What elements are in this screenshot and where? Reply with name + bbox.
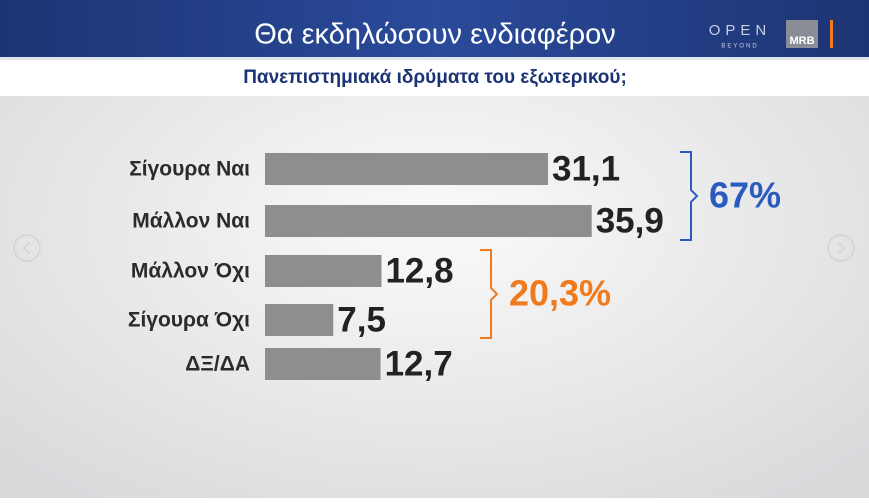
plot: Σίγουρα Ναι 31,1 Μάλλον Ναι 35,9 Μάλλον Όχι 1… xyxy=(128,149,781,383)
pollster-logo: MRB xyxy=(789,35,814,47)
bar xyxy=(265,348,381,380)
category-label: Σίγουρα Όχι xyxy=(128,309,250,332)
bar xyxy=(265,205,592,237)
category-label: Σίγουρα Ναι xyxy=(129,158,250,181)
chart-title: Θα εκδηλώσουν ενδιαφέρον xyxy=(254,19,616,51)
logo-accent xyxy=(830,20,833,48)
chart-subtitle: Πανεπιστημιακά ιδρύματα του εξωτερικού; xyxy=(243,67,627,88)
prev-button[interactable] xyxy=(13,234,41,262)
pollster-box xyxy=(786,20,818,48)
bracket xyxy=(480,249,499,339)
bar xyxy=(265,153,549,185)
bar xyxy=(265,255,382,287)
header-line xyxy=(0,57,869,60)
group-total: 67% xyxy=(709,175,781,216)
value-label: 7,5 xyxy=(337,300,386,339)
group-total: 20,3% xyxy=(509,273,611,314)
value-label: 12,7 xyxy=(385,344,453,383)
channel-logo: OPEN xyxy=(709,22,772,39)
category-label: Μάλλον Ναι xyxy=(132,210,250,233)
category-label: ΔΞ/ΔΑ xyxy=(185,353,250,376)
subtitle-band xyxy=(0,60,869,96)
bar xyxy=(265,304,334,336)
category-label: Μάλλον Όχι xyxy=(131,260,250,283)
bracket xyxy=(680,151,699,241)
next-button[interactable] xyxy=(827,234,855,262)
header-band xyxy=(0,0,869,57)
channel-tagline: BEYOND xyxy=(721,44,758,50)
value-label: 31,1 xyxy=(552,149,620,188)
value-label: 35,9 xyxy=(596,201,664,240)
value-label: 12,8 xyxy=(385,251,453,290)
